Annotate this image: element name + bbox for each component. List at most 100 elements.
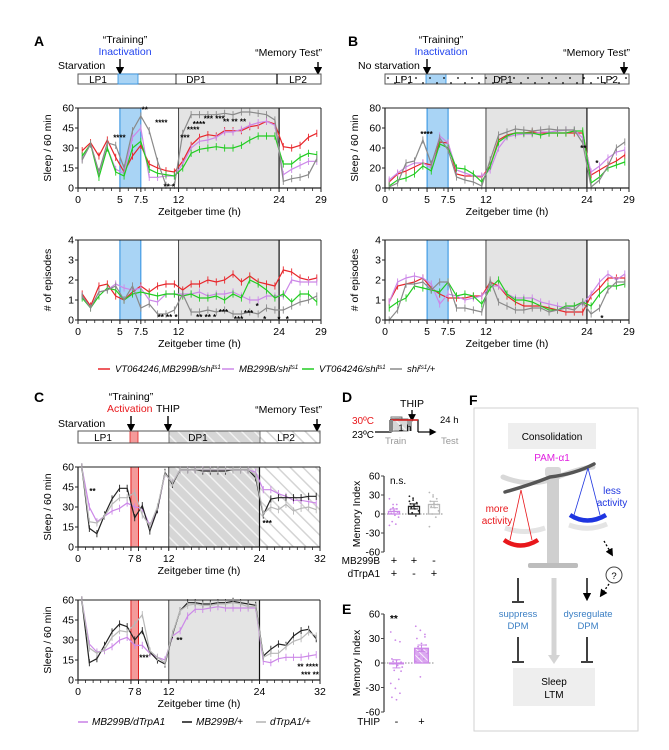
data-point — [388, 497, 391, 500]
data-point — [425, 644, 427, 646]
significance-marker: **** — [113, 133, 126, 142]
segment-lp2: LP2 — [277, 433, 295, 444]
consolidation-label: Consolidation — [522, 432, 583, 443]
segment-lp2: LP2 — [289, 75, 307, 86]
x-tick-label: 0 — [382, 326, 388, 338]
y-tick-label: -30 — [366, 529, 381, 540]
significance-marker: **** — [420, 130, 433, 139]
legend-item: VT064246/shits1 — [319, 364, 386, 375]
y-axis-label: Memory Index — [351, 480, 363, 547]
scale-beam — [503, 462, 596, 494]
x-tick-label: 5 — [117, 326, 123, 338]
training-label: “Training” — [109, 391, 154, 403]
y-tick-label: 15 — [62, 163, 74, 175]
y-tick-label: 4 — [375, 235, 381, 247]
timeline-b: “Training” Inactivation No starvation “M… — [358, 34, 630, 86]
data-point — [428, 491, 431, 494]
data-point — [421, 649, 424, 651]
significance-marker: **** — [187, 125, 200, 134]
y-tick-label: 3 — [68, 255, 74, 267]
series-line-lilac — [81, 599, 317, 664]
x-tick-label: 29 — [315, 326, 327, 338]
hot-temp-label: 30ºC — [352, 416, 374, 427]
x-tick-label: 8 — [136, 553, 142, 565]
x-tick-label: 5 — [424, 326, 430, 338]
series-line-lightgray — [81, 466, 317, 527]
data-point — [392, 506, 394, 509]
x-tick-label: 0 — [382, 194, 388, 206]
data-point — [394, 514, 396, 517]
more-activity-label-1: more — [486, 504, 509, 515]
panel-label-d: D — [342, 389, 352, 405]
data-point — [426, 652, 429, 655]
thip-sign: + — [418, 716, 424, 728]
x-tick-label: 29 — [315, 194, 327, 206]
genotype-row-label: dTrpA1 — [348, 569, 381, 580]
x-tick-label: 29 — [623, 194, 635, 206]
scale-base — [528, 563, 578, 568]
suppress-label-1: suppress — [499, 609, 538, 620]
x-axis-label: Zeitgeber time (h) — [466, 338, 549, 350]
y-tick-label: 60 — [369, 123, 381, 135]
x-tick-label: 8 — [136, 686, 142, 698]
thip-label: THIP — [400, 398, 424, 410]
x-tick-label: 12 — [163, 686, 175, 698]
significance-marker: * — [277, 315, 281, 324]
segment-dp1: DP1 — [186, 75, 206, 86]
night-shade — [168, 600, 260, 680]
legend-ab: VT064246,MB299B/shits1 MB299B/shits1 VT064… — [98, 364, 436, 375]
y-tick-label: 1 — [375, 295, 381, 307]
data-point — [432, 494, 434, 496]
scale-stand — [547, 470, 559, 568]
significance-marker: *** — [244, 309, 254, 318]
x-tick-label: 24 — [254, 686, 266, 698]
chart-c-sleep-top: 0 7 8 12 24 32 0 15 30 45 60 Zeitgeber time (h) Slee… — [42, 462, 326, 578]
data-point — [393, 509, 395, 512]
significance-marker: * — [256, 302, 260, 311]
data-point — [409, 502, 412, 505]
data-point — [394, 639, 397, 642]
significance-marker: *** — [180, 133, 190, 142]
y-tick-label: 0 — [68, 675, 74, 687]
y-tick-label: 0 — [375, 183, 381, 195]
data-point — [399, 692, 401, 695]
genotype-sign: + — [431, 568, 437, 580]
y-tick-label: 45 — [62, 123, 74, 135]
data-point — [411, 511, 414, 514]
significance-marker: * — [286, 315, 290, 324]
panel-d-protocol: THIP 30ºC 23ºC 1 h 24 h Train Test — [352, 398, 459, 447]
data-point — [412, 499, 414, 501]
genotype-sign: + — [391, 555, 397, 567]
x-tick-label: 12 — [173, 326, 185, 338]
data-point — [430, 505, 433, 508]
data-point — [397, 678, 400, 681]
data-point — [414, 625, 417, 628]
significance-marker: *** — [263, 519, 273, 528]
y-axis-label: # of episodes — [349, 249, 361, 311]
genotype-sign: + — [411, 555, 417, 567]
night-shade-hatched — [168, 467, 260, 547]
dysregulate-label-1: dysregulate — [563, 609, 612, 620]
data-point — [401, 666, 404, 668]
duration-label: 1 h — [398, 423, 411, 434]
y-axis-label: Sleep / 60 min — [42, 114, 54, 181]
panel-label-f: F — [469, 392, 478, 408]
significance-marker: * — [600, 314, 604, 323]
y-tick-label: 0 — [374, 510, 380, 521]
data-point — [408, 495, 411, 498]
condition-label: Starvation — [58, 418, 105, 430]
genotype-sign: - — [412, 568, 416, 580]
data-point — [414, 508, 416, 510]
x-axis-label: Zeitgeber time (h) — [158, 565, 241, 577]
y-tick-label: 0 — [68, 183, 74, 195]
data-point — [389, 631, 392, 633]
chart-b-sleep: 0 5 7.5 12 24 29 0 20 40 60 80 Zeitgeber time (h) Sl… — [349, 103, 635, 219]
data-point — [435, 497, 438, 500]
x-tick-label: 32 — [314, 686, 326, 698]
legend-c: MB299B/dTrpA1 MB299B/+ dTrpA1/+ — [78, 717, 311, 728]
data-point — [420, 642, 423, 645]
cold-temp-label: 23ºC — [352, 430, 374, 441]
significance-marker: ** ** ** — [223, 117, 247, 126]
data-point — [424, 635, 426, 638]
